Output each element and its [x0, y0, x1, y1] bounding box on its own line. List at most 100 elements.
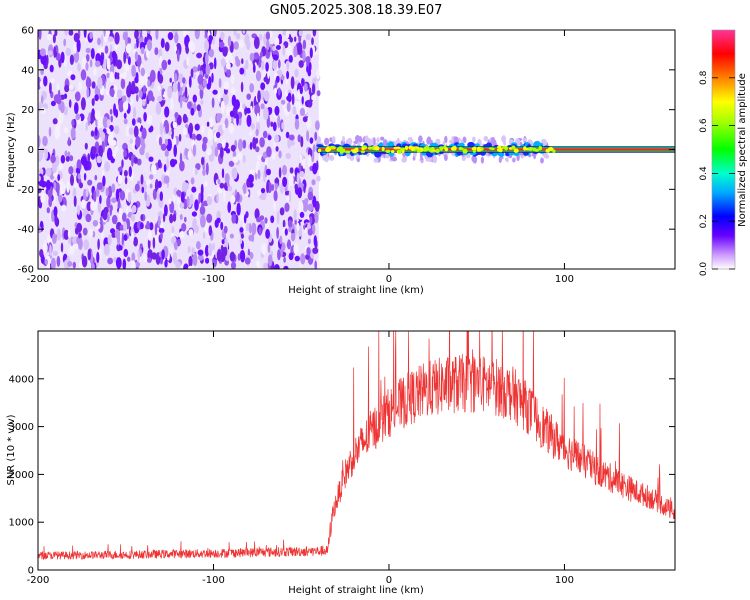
noise-blob — [205, 64, 211, 76]
y-tick-label: 0 — [28, 566, 34, 577]
noise-blob — [47, 50, 53, 56]
noise-blob — [188, 255, 193, 268]
noise-blob — [254, 104, 261, 116]
noise-blob — [259, 194, 265, 200]
colorbar-tick-label: 0.0 — [699, 262, 709, 277]
noise-blob — [164, 150, 169, 157]
noise-blob — [249, 169, 255, 176]
noise-blob — [78, 81, 83, 91]
noise-blob — [123, 248, 129, 258]
noise-blob — [221, 168, 225, 179]
noise-blob — [167, 59, 171, 65]
noise-blob — [242, 30, 246, 34]
noise-blob — [201, 125, 205, 135]
noise-blob — [60, 242, 64, 253]
noise-blob — [298, 34, 302, 43]
noise-blob — [315, 120, 320, 131]
signal-peak-blob — [534, 148, 540, 152]
noise-blob — [277, 249, 281, 261]
noise-blob — [226, 180, 230, 188]
noise-blob — [151, 96, 155, 102]
signal-halo-blob — [501, 135, 506, 144]
noise-blob — [84, 142, 88, 150]
noise-blob — [162, 213, 166, 223]
noise-blob — [169, 213, 174, 224]
noise-blob — [152, 237, 156, 249]
noise-blob — [157, 215, 161, 227]
noise-blob — [194, 168, 198, 175]
noise-blob — [312, 195, 317, 208]
noise-blob — [117, 197, 121, 209]
noise-blob — [41, 95, 44, 105]
noise-blob — [270, 121, 274, 127]
noise-blob — [144, 191, 148, 202]
noise-blob — [230, 74, 235, 85]
noise-blob — [125, 191, 129, 197]
signal-halo-blob — [472, 155, 478, 164]
spectrogram-noise — [38, 30, 321, 269]
noise-blob — [145, 224, 151, 230]
noise-blob — [90, 112, 93, 125]
noise-blob — [134, 183, 140, 192]
noise-blob — [52, 118, 58, 125]
noise-blob — [233, 41, 239, 50]
noise-blob — [111, 197, 117, 203]
signal-band-blob — [430, 143, 439, 148]
noise-blob — [91, 262, 95, 269]
noise-blob — [261, 243, 267, 255]
noise-blob — [57, 194, 63, 203]
noise-blob — [160, 38, 165, 49]
noise-blob — [63, 38, 67, 47]
noise-blob — [288, 55, 293, 63]
noise-blob — [271, 183, 275, 192]
noise-blob — [126, 85, 132, 98]
noise-blob — [146, 30, 151, 34]
noise-blob — [256, 112, 260, 123]
noise-blob — [191, 247, 195, 256]
noise-blob — [169, 77, 172, 83]
noise-blob — [206, 147, 212, 156]
noise-blob — [233, 30, 237, 37]
noise-blob — [197, 74, 204, 85]
noise-blob — [258, 34, 263, 41]
noise-blob — [249, 222, 252, 234]
noise-blob — [291, 93, 295, 106]
noise-blob — [249, 131, 253, 137]
noise-blob — [104, 134, 108, 148]
noise-blob — [282, 164, 287, 176]
noise-blob — [277, 89, 281, 96]
noise-blob — [267, 243, 271, 254]
noise-blob — [264, 164, 268, 178]
noise-blob — [145, 152, 150, 160]
noise-blob — [56, 187, 60, 197]
noise-blob — [69, 54, 74, 66]
noise-blob — [138, 89, 143, 99]
noise-blob — [288, 134, 295, 141]
noise-blob — [155, 102, 162, 115]
noise-blob — [53, 206, 58, 218]
noise-blob — [222, 46, 228, 57]
noise-blob — [240, 81, 244, 93]
noise-blob — [280, 99, 286, 105]
noise-blob — [196, 133, 202, 141]
noise-blob — [265, 62, 269, 72]
noise-blob — [59, 182, 66, 195]
x-tick-label: 100 — [555, 575, 574, 586]
noise-blob — [230, 194, 236, 204]
noise-blob — [97, 116, 103, 129]
noise-blob — [140, 47, 145, 55]
noise-blob — [274, 37, 280, 46]
signal-peak-blob — [361, 146, 365, 151]
noise-blob — [50, 78, 55, 84]
noise-blob — [47, 188, 53, 198]
noise-blob — [304, 105, 308, 115]
noise-blob — [190, 177, 195, 185]
signal-halo-blob — [540, 157, 544, 164]
noise-blob — [299, 170, 305, 178]
noise-blob — [182, 127, 188, 136]
y-tick-label: -20 — [18, 185, 34, 196]
noise-blob — [173, 121, 177, 129]
noise-blob — [64, 84, 70, 93]
noise-blob — [204, 39, 210, 52]
